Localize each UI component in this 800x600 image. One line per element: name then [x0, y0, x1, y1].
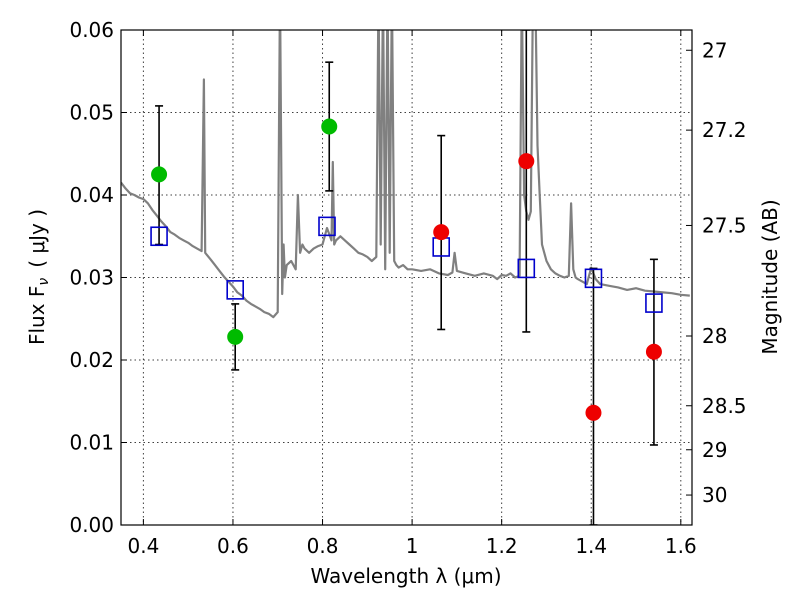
- x-tick-label: 1.4: [575, 534, 607, 558]
- y-right-axis-ticks: 27 27.2 27.5 28 28.5 29 30: [686, 38, 747, 507]
- x-axis-ticks: 0.4 0.6 0.8 1 1.2 1.4 1.6: [127, 30, 697, 558]
- x-axis-title: Wavelength λ (μm): [310, 564, 501, 588]
- model-square-marker: [226, 280, 244, 300]
- spectrum-line: [121, 30, 690, 319]
- y-axis-title-unit: ( μJy ): [25, 209, 49, 268]
- x-tick-label: 1.2: [486, 534, 518, 558]
- y-tick-label: 0.05: [69, 101, 114, 125]
- y-right-tick-label: 27.2: [702, 118, 747, 142]
- model-square-marker: [150, 226, 168, 247]
- y-right-tick-label: 27.5: [702, 213, 747, 237]
- observed-point-marker: [227, 328, 244, 345]
- y-tick-label: 0.02: [69, 348, 114, 372]
- y-right-tick-label: 30: [702, 483, 727, 507]
- grid: [121, 29, 692, 526]
- model-square-marker: [645, 293, 663, 313]
- x-tick-label: 1.6: [665, 534, 697, 558]
- y-right-tick-label: 28.5: [702, 394, 747, 418]
- observed-point-marker: [321, 118, 338, 135]
- y-tick-label: 0.03: [69, 266, 114, 290]
- y-axis-ticks: 0.00 0.01 0.02 0.03 0.04 0.05 0.06: [69, 18, 127, 537]
- y-axis-title-main: Flux F: [25, 286, 49, 345]
- y-axis-title-subscript: ν: [36, 278, 52, 286]
- x-tick-label: 0.4: [127, 534, 159, 558]
- y-right-tick-label: 29: [702, 438, 727, 462]
- model-square-marker: [517, 258, 536, 279]
- y-right-axis-title: Magnitude (AB): [758, 199, 782, 354]
- y-tick-label: 0.04: [69, 183, 114, 207]
- y-right-tick-label: 28: [702, 324, 727, 348]
- x-tick-label: 1: [406, 534, 419, 558]
- observed-point-marker: [433, 224, 450, 241]
- model-square-marker: [318, 216, 336, 237]
- observed-point-marker: [645, 343, 662, 360]
- observed-point-marker: [151, 166, 168, 183]
- y-axis-title: Flux Fν ( μJy ): [25, 209, 52, 345]
- template-spectrum: [121, 30, 690, 319]
- y-tick-label: 0.01: [69, 431, 114, 455]
- x-tick-label: 0.6: [217, 534, 249, 558]
- data-markers: [150, 118, 663, 421]
- observed-point-marker: [518, 153, 535, 170]
- y-right-tick-label: 27: [702, 38, 727, 62]
- x-tick-label: 0.8: [307, 534, 339, 558]
- observed-point-marker: [585, 404, 602, 421]
- model-square-marker: [584, 268, 603, 289]
- y-tick-label: 0.06: [69, 18, 114, 42]
- y-tick-label: 0.00: [69, 513, 114, 537]
